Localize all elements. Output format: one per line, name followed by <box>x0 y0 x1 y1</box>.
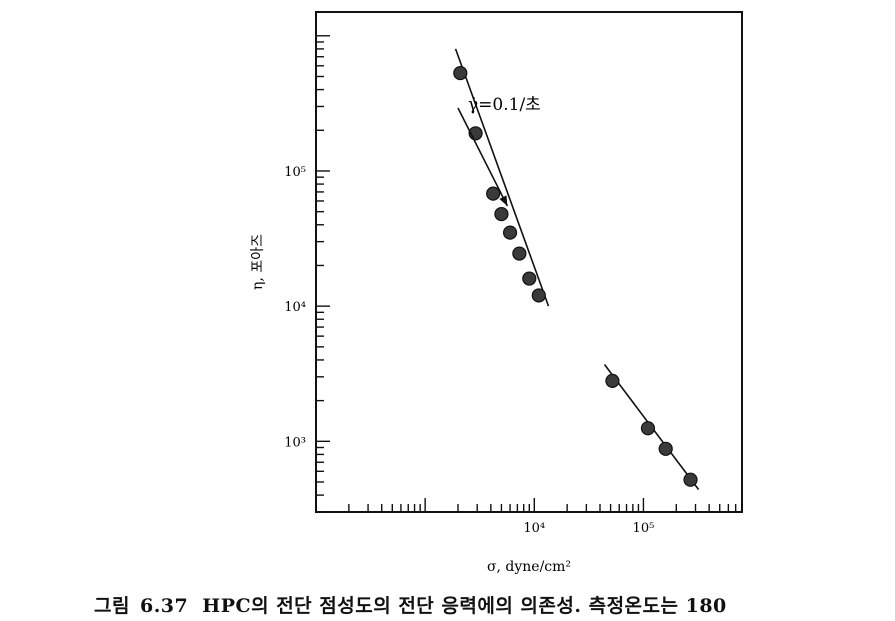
figure-caption: 그림 6.37 HPC의 전단 점성도의 전단 응력에의 의존성. 측정온도는 18… <box>94 591 727 618</box>
data-point <box>658 441 673 456</box>
y-tick-label: 10⁵ <box>284 165 306 180</box>
annotation-text: γ̇=0.1/초 <box>468 95 541 115</box>
data-point <box>502 225 518 240</box>
data-point <box>640 421 656 436</box>
y-tick-label: 10³ <box>284 435 306 450</box>
caption-text: HPC의 전단 점성도의 전단 응력에의 의존성. 측정온도는 180 <box>202 595 727 617</box>
data-point <box>494 206 509 222</box>
data-point <box>512 246 527 261</box>
x-axis-label: σ, dyne/cm² <box>487 559 571 575</box>
x-tick-label: 10⁵ <box>633 521 655 536</box>
x-tick-label: 10⁴ <box>523 521 545 536</box>
plot-frame <box>315 11 743 513</box>
caption-label: 그림 <box>94 595 130 617</box>
data-point <box>605 373 620 388</box>
data-point <box>683 472 698 487</box>
data-point <box>522 271 537 286</box>
fit-line-1 <box>454 48 550 307</box>
tick-labels: 10⁴ 10⁵ 10⁵ 10⁴ 10³ <box>284 165 654 536</box>
rate-annotation: γ̇=0.1/초 <box>457 95 541 207</box>
annotation-arrowhead <box>499 195 508 207</box>
caption-number: 6.37 <box>139 595 189 617</box>
data-point <box>453 65 468 81</box>
minor-ticks <box>315 35 743 513</box>
y-tick-label: 10⁴ <box>284 300 306 315</box>
data-points <box>453 65 698 487</box>
data-point <box>486 186 501 201</box>
data-point <box>531 288 546 303</box>
annotation-arrow <box>457 107 509 207</box>
y-axis-label: η, 포아즈 <box>250 234 266 290</box>
